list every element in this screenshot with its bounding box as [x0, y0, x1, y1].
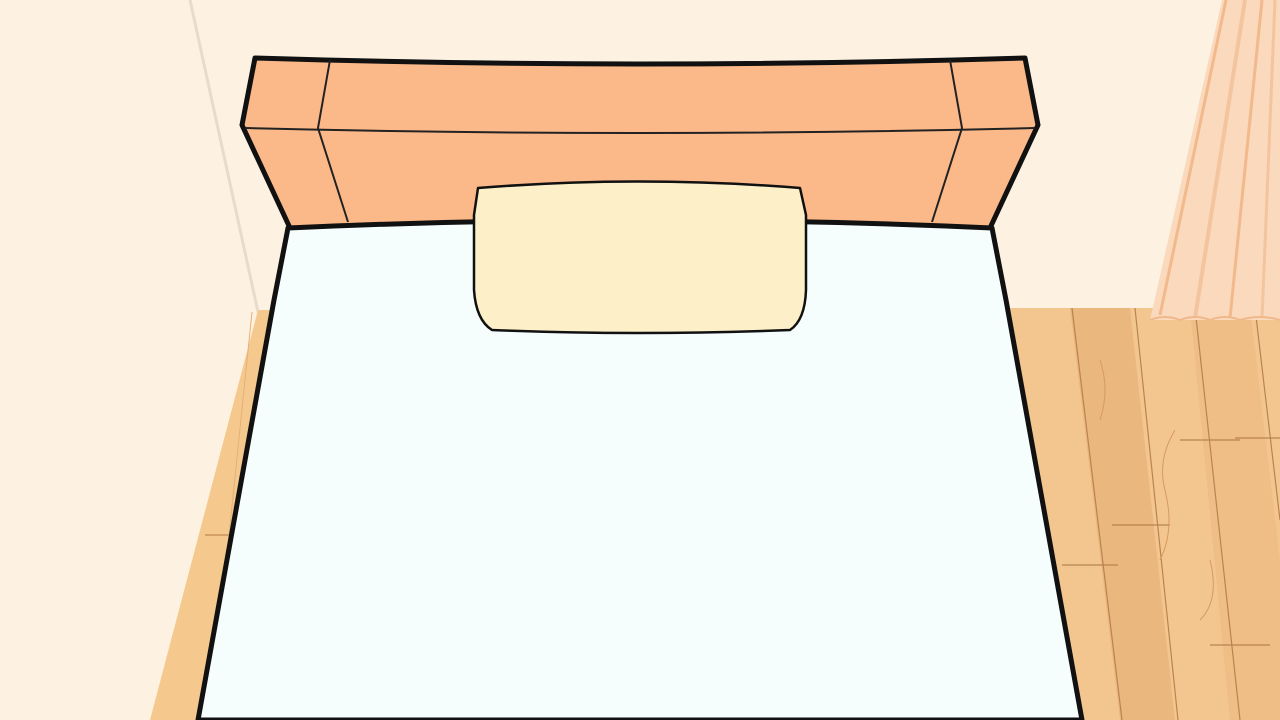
floor-right [1010, 307, 1280, 720]
pillow [472, 180, 808, 335]
headboard [239, 55, 1041, 231]
wall-corner-line [188, 0, 260, 313]
curtain [1149, 0, 1280, 322]
